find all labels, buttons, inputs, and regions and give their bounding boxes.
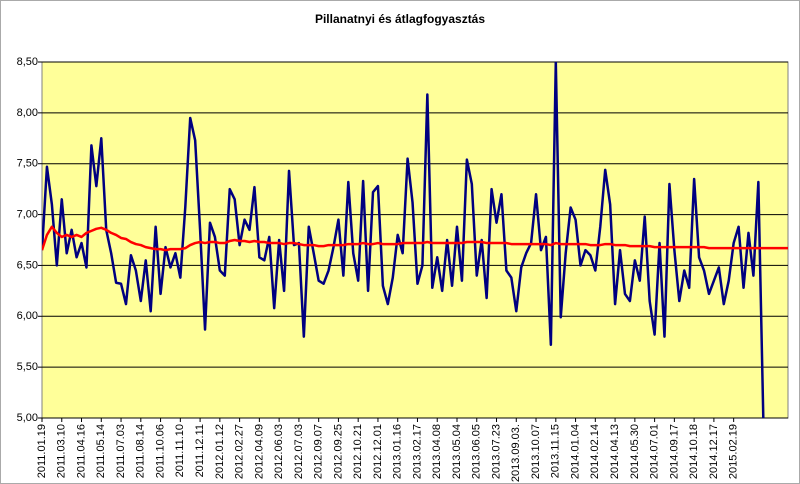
- y-tick-label: 6,50: [17, 259, 38, 271]
- x-tick-label: 2013.10.07: [530, 424, 542, 479]
- chart-title: Pillanatnyi és átlagfogyasztás: [315, 12, 485, 26]
- x-tick-label: 2014.01.04: [569, 424, 581, 479]
- x-tick-label: 2014.09.17: [668, 424, 680, 479]
- x-tick-label: 2011.05.14: [95, 424, 107, 478]
- x-tick-label: 2012.06.03: [273, 424, 285, 479]
- x-tick-label: 2011.11.10: [174, 424, 186, 477]
- y-tick-label: 8,50: [17, 56, 38, 68]
- x-tick-label: 2015.02.19: [728, 424, 740, 479]
- x-tick-label: 2011.08.14: [135, 424, 147, 478]
- x-tick-label: 2012.09.07: [313, 424, 325, 479]
- x-tick-label: 2011.04.16: [75, 424, 87, 478]
- x-tick-label: 2012.04.09: [253, 424, 265, 479]
- x-tick-label: 2014.07.01: [649, 424, 661, 479]
- x-tick-label: 2013.06.05: [471, 424, 483, 479]
- y-tick-label: 6,00: [17, 310, 38, 322]
- y-tick-label: 8,00: [17, 107, 38, 119]
- x-tick-label: 2014.04.13: [609, 424, 621, 479]
- x-tick-label: 2013.04.08: [431, 424, 443, 479]
- x-tick-label: 2012.09.25: [332, 424, 344, 479]
- x-tick-label: 2013.01.16: [392, 424, 404, 479]
- y-tick-label: 5,50: [17, 361, 38, 373]
- x-tick-label: 2014.05.30: [629, 424, 641, 479]
- x-tick-label: 2014.02.14: [589, 424, 601, 479]
- x-tick-label: 2014.10.18: [688, 424, 700, 479]
- x-tick-label: 2011.07.03: [115, 424, 127, 478]
- y-tick-label: 7,00: [17, 208, 38, 220]
- y-tick-label: 7,50: [17, 158, 38, 170]
- y-tick-label: 5,00: [17, 412, 38, 424]
- x-tick-label: 2011.03.10: [56, 424, 68, 478]
- x-tick-label: 2013.05.04: [451, 424, 463, 479]
- x-tick-label: 2013.11.15: [550, 424, 562, 478]
- series-line: [42, 62, 765, 418]
- x-tick-label: 2013.02.17: [411, 424, 423, 479]
- x-tick-label: 2011.12.11: [194, 424, 206, 477]
- x-tick-label: 2014.12.17: [708, 424, 720, 479]
- series-line: [42, 225, 788, 252]
- x-tick-label: 2012.12.01: [372, 424, 384, 479]
- x-tick-label: 2012.02.27: [234, 424, 246, 479]
- x-tick-label: 2012.01.12: [214, 424, 226, 479]
- x-tick-label: 2013.07.23: [490, 424, 502, 479]
- x-tick-label: 2012.10.21: [352, 424, 364, 479]
- x-tick-label: 2013.09.03.: [510, 424, 522, 482]
- x-tick-label: 2011.01.19: [36, 424, 48, 478]
- x-tick-label: 2012.07.03: [293, 424, 305, 479]
- x-tick-label: 2011.10.06: [154, 424, 166, 478]
